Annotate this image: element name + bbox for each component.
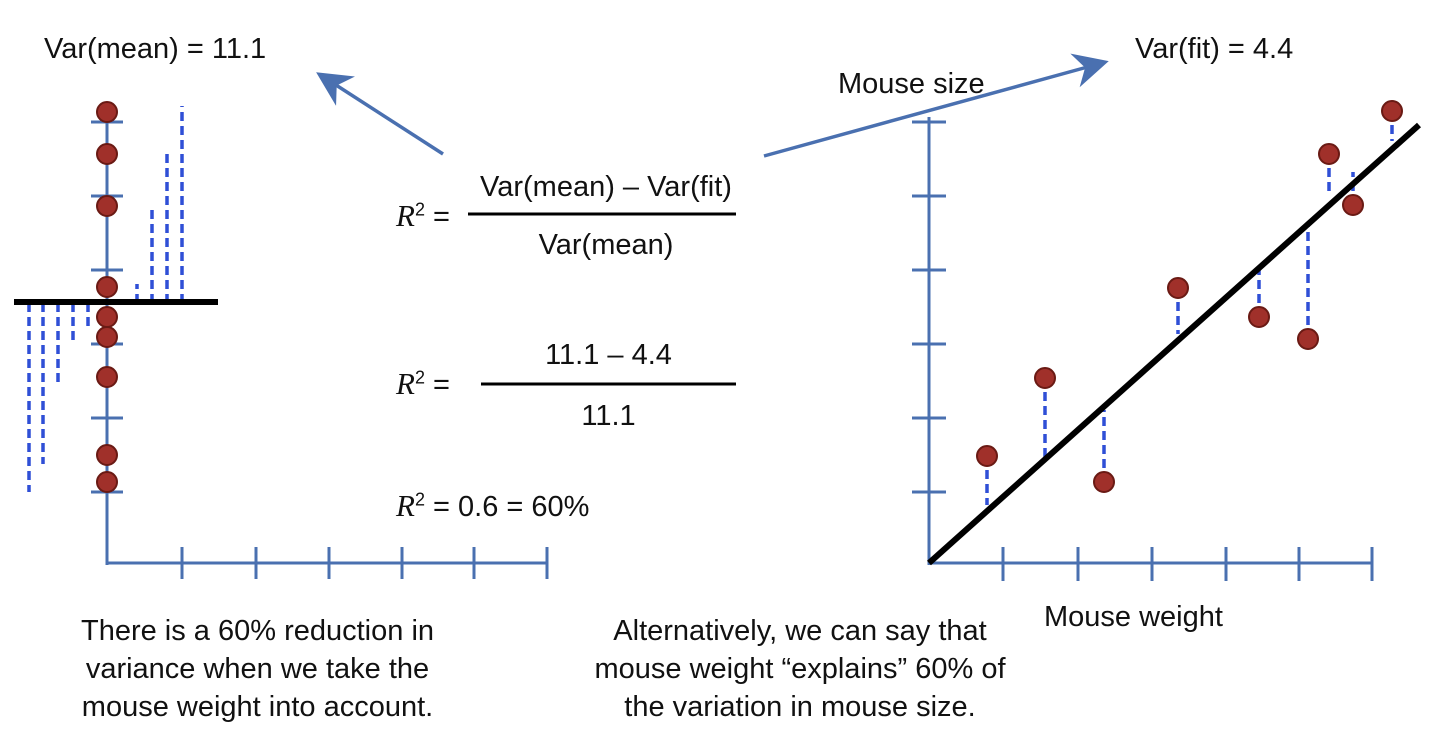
r-symbol: R: [396, 488, 415, 523]
caption-line: There is a 60% reduction in: [80, 615, 435, 647]
right-residuals: [985, 111, 1394, 505]
exponent: 2: [414, 199, 425, 220]
right-plot: [912, 100, 1421, 581]
data-point: [96, 195, 118, 217]
formula2-lhs: R2 =: [396, 366, 450, 402]
data-point: [96, 471, 118, 493]
right-x-axis: [929, 547, 1374, 581]
left-residuals: [27, 106, 184, 492]
exponent: 2: [414, 489, 425, 510]
data-point: [1248, 306, 1270, 328]
data-point: [1034, 367, 1056, 389]
var-mean-label: Var(mean) = 11.1: [44, 33, 267, 65]
mouse-size-label: Mouse size: [838, 68, 985, 100]
data-point: [1093, 471, 1115, 493]
formula2-numerator: 11.1 – 4.4: [545, 339, 672, 371]
data-point: [96, 444, 118, 466]
data-point: [96, 326, 118, 348]
center-caption: Alternatively, we can say that mouse wei…: [535, 612, 1065, 726]
formula3: R2 = 0.6 = 60%: [396, 488, 589, 524]
left-caption: There is a 60% reduction in variance whe…: [30, 612, 485, 726]
data-point: [976, 445, 998, 467]
mouse-weight-label: Mouse weight: [1044, 601, 1223, 633]
caption-line: the variation in mouse size.: [624, 691, 976, 723]
data-point: [1318, 143, 1340, 165]
equals: =: [424, 201, 450, 233]
data-point: [96, 276, 118, 298]
right-y-axis: [912, 117, 946, 565]
data-point: [1381, 100, 1403, 122]
arrow-to-var-mean: [316, 72, 444, 156]
data-point: [96, 101, 118, 123]
left-x-axis: [107, 547, 549, 579]
formula1-denominator: Var(mean): [538, 229, 674, 261]
formula1-lhs: R2 =: [396, 198, 450, 234]
formula2-denominator: 11.1: [581, 400, 636, 432]
data-point: [96, 143, 118, 165]
data-point: [1342, 194, 1364, 216]
data-point: [1167, 277, 1189, 299]
caption-line: variance when we take the: [85, 653, 430, 685]
caption-line: mouse weight “explains” 60% of: [594, 653, 1006, 685]
data-point: [96, 306, 118, 328]
right-points: [976, 100, 1403, 493]
caption-line: Alternatively, we can say that: [613, 615, 987, 647]
equals: =: [424, 369, 450, 401]
left-points: [96, 101, 118, 493]
var-fit-label: Var(fit) = 4.4: [1135, 33, 1294, 65]
fit-line: [927, 122, 1421, 566]
data-point: [1297, 328, 1319, 350]
data-point: [96, 366, 118, 388]
formula1-numerator: Var(mean) – Var(fit): [480, 171, 732, 203]
r-symbol: R: [396, 198, 415, 233]
caption-line: mouse weight into account.: [81, 691, 434, 723]
arrow-to-var-fit: [763, 53, 1109, 158]
formula3-rhs: = 0.6 = 60%: [424, 491, 590, 523]
exponent: 2: [414, 367, 425, 388]
r-symbol: R: [396, 366, 415, 401]
left-plot: [14, 101, 549, 579]
